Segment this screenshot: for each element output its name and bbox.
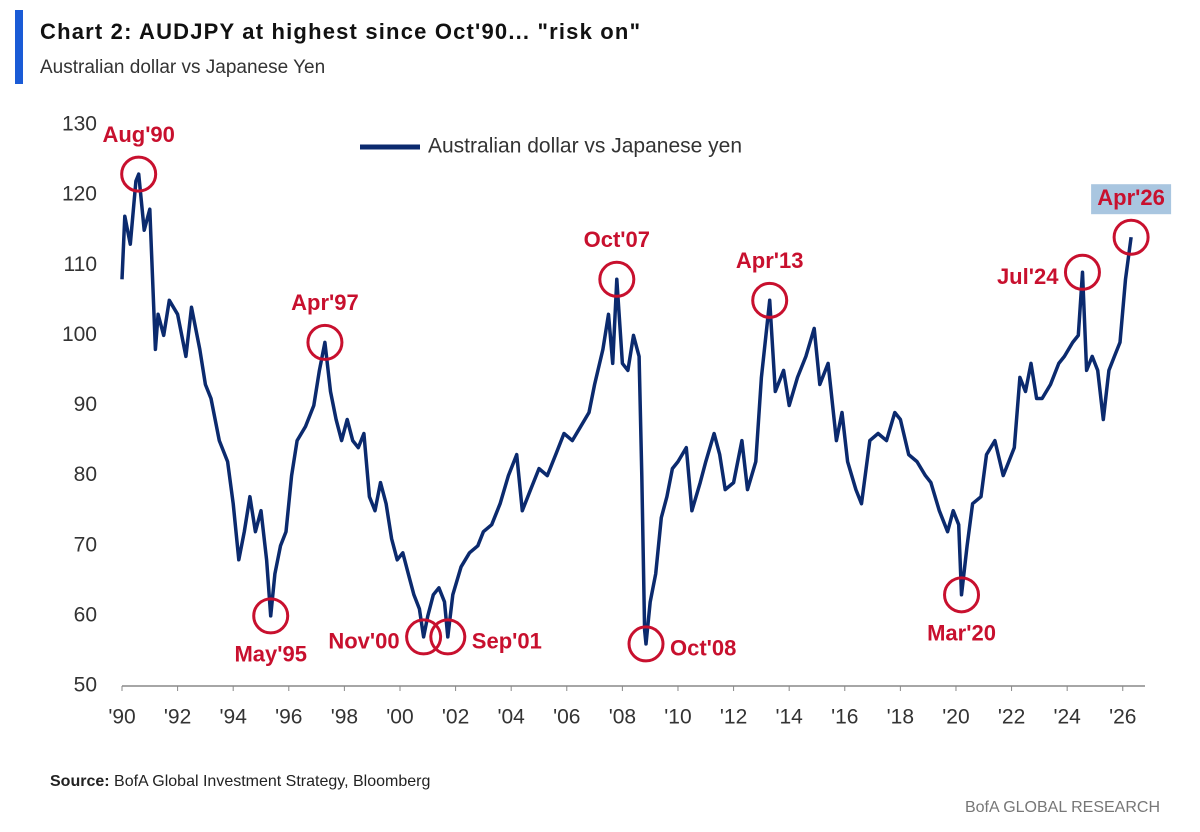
annotation-circle — [1112, 218, 1150, 256]
annotation-label: Apr'26 — [1097, 185, 1165, 210]
y-tick-label: 50 — [74, 674, 97, 697]
title-bar — [15, 10, 23, 84]
x-tick-label: '94 — [220, 706, 248, 729]
y-tick-label: 120 — [62, 183, 97, 206]
x-tick-label: '26 — [1109, 706, 1136, 729]
chart-title: Chart 2: AUDJPY at highest since Oct'90.… — [40, 19, 640, 44]
x-tick-label: '24 — [1053, 706, 1081, 729]
annotation-label: Sep'01 — [472, 629, 542, 654]
source-text: BofA Global Investment Strategy, Bloombe… — [114, 773, 430, 790]
x-tick-label: '10 — [664, 706, 691, 729]
annotation-circle — [1063, 253, 1101, 291]
y-tick-label: 60 — [74, 603, 97, 626]
annotation-circle — [306, 323, 344, 361]
annotation-label: Apr'13 — [736, 248, 804, 273]
annotation-circle — [751, 281, 789, 319]
annotation-circle — [943, 576, 981, 614]
annotation-circle — [598, 260, 636, 298]
x-tick-label: '04 — [497, 706, 525, 729]
x-tick-label: '00 — [386, 706, 413, 729]
annotation-label: Jul'24 — [997, 264, 1059, 289]
x-tick-label: '98 — [331, 706, 358, 729]
y-tick-label: 130 — [62, 113, 97, 136]
annotation-label: Nov'00 — [328, 629, 399, 654]
x-tick-label: '90 — [108, 706, 135, 729]
annotation-label: Oct'07 — [584, 227, 650, 252]
y-tick-label: 70 — [74, 533, 97, 556]
x-tick-label: '16 — [831, 706, 858, 729]
x-tick-label: '20 — [942, 706, 969, 729]
annotation-highlight — [1091, 184, 1172, 215]
x-tick-label: '06 — [553, 706, 580, 729]
x-tick-label: '02 — [442, 706, 469, 729]
annotation-circle — [429, 618, 467, 656]
x-tick-label: '92 — [164, 706, 191, 729]
brand: BofA GLOBAL RESEARCH — [965, 799, 1160, 816]
annotation-circle — [627, 625, 665, 663]
annotation-label: Apr'97 — [291, 290, 359, 315]
series-line — [120, 172, 1133, 646]
annotation-label: Mar'20 — [927, 621, 996, 646]
y-tick-label: 80 — [74, 463, 97, 486]
source-note: Source: BofA Global Investment Strategy,… — [50, 773, 430, 790]
annotation-circle — [252, 597, 290, 635]
annotation-label: May'95 — [234, 642, 307, 667]
x-tick-label: '22 — [998, 706, 1025, 729]
y-tick-label: 100 — [62, 323, 97, 346]
annotation-label: Oct'08 — [670, 636, 736, 661]
x-tick-label: '08 — [609, 706, 636, 729]
source-label: Source: — [50, 773, 110, 790]
annotation-circle — [405, 618, 443, 656]
legend-label: Australian dollar vs Japanese yen — [428, 135, 742, 158]
chart-subtitle: Australian dollar vs Japanese Yen — [40, 57, 325, 78]
x-tick-label: '18 — [887, 706, 914, 729]
y-tick-label: 90 — [74, 393, 97, 416]
x-tick-label: '96 — [275, 706, 302, 729]
annotation-label: Aug'90 — [102, 122, 174, 147]
x-tick-label: '14 — [775, 706, 803, 729]
y-tick-label: 110 — [64, 253, 97, 276]
x-tick-label: '12 — [720, 706, 747, 729]
annotation-circle — [120, 155, 158, 193]
